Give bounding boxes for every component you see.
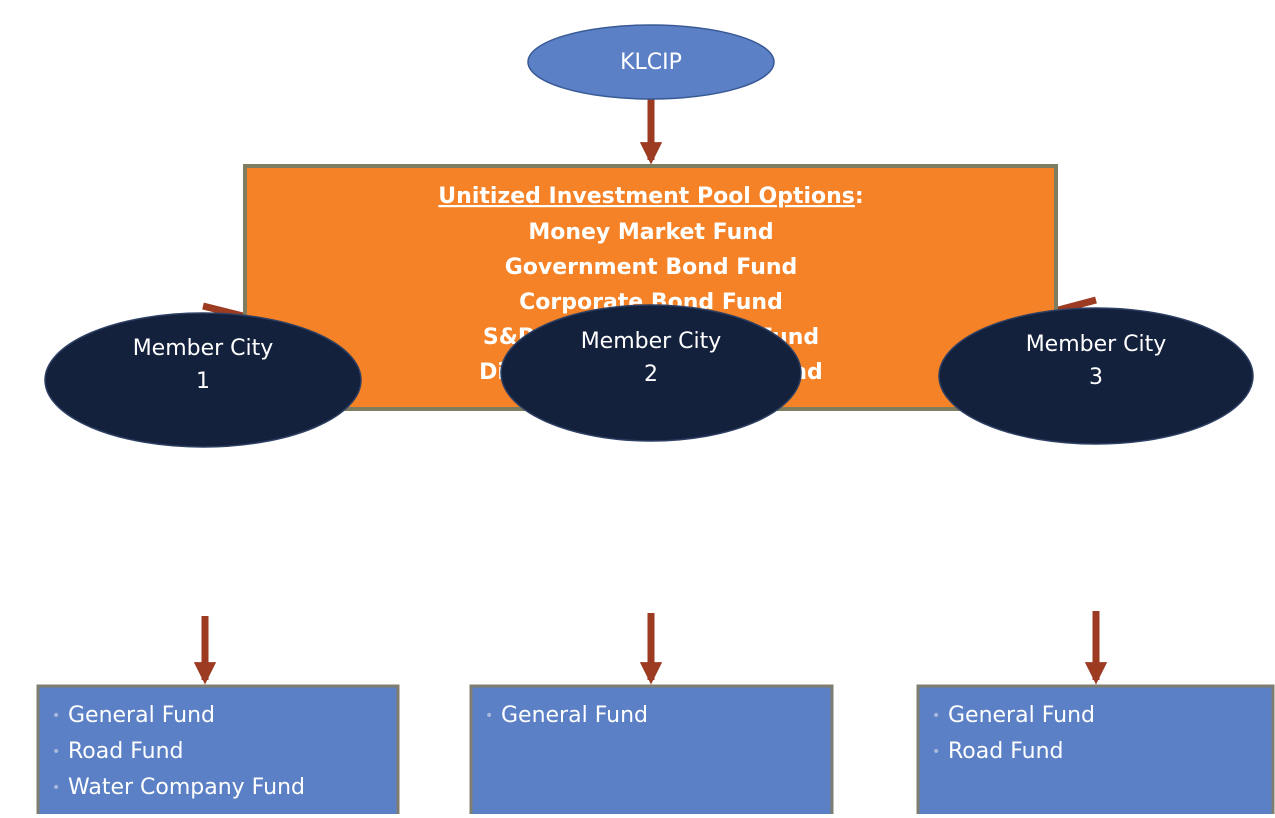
fund-box (916, 684, 1275, 818)
member-node (938, 307, 1254, 445)
pool-item: Money Market Fund (528, 220, 773, 245)
fund-item: General Fund (68, 703, 215, 728)
fund-item: Road Fund (68, 739, 184, 764)
member-number: 3 (1089, 365, 1103, 390)
bullet: • (485, 708, 493, 724)
pool-title: Unitized Investment Pool Options (438, 184, 855, 209)
fund-box (36, 684, 400, 818)
member-number: 1 (196, 369, 210, 394)
pool-item: Government Bond Fund (505, 255, 798, 280)
bullet: • (932, 744, 940, 760)
member-node (500, 304, 802, 442)
fund-item: General Fund (501, 703, 648, 728)
fund-box (469, 684, 834, 818)
fund-item: Water Company Fund (68, 775, 305, 800)
members: Member City 1 • General Fund • Road Fund • Wate… (36, 304, 1275, 818)
fund-item: Road Fund (948, 739, 1064, 764)
bullet: • (52, 780, 60, 796)
member-name: Member City (1026, 332, 1167, 357)
pool-title-punctuation: : (855, 184, 864, 209)
member-number: 2 (644, 362, 658, 387)
bullet: • (52, 708, 60, 724)
bullet: • (52, 744, 60, 760)
bullet: • (932, 708, 940, 724)
root-node (527, 24, 775, 100)
member-name: Member City (133, 336, 274, 361)
fund-item: General Fund (948, 703, 1095, 728)
pool-heading: Unitized Investment Pool Options: (438, 184, 863, 209)
member-name: Member City (581, 329, 722, 354)
root-label: KLCIP (620, 50, 682, 75)
member-node (44, 312, 362, 448)
